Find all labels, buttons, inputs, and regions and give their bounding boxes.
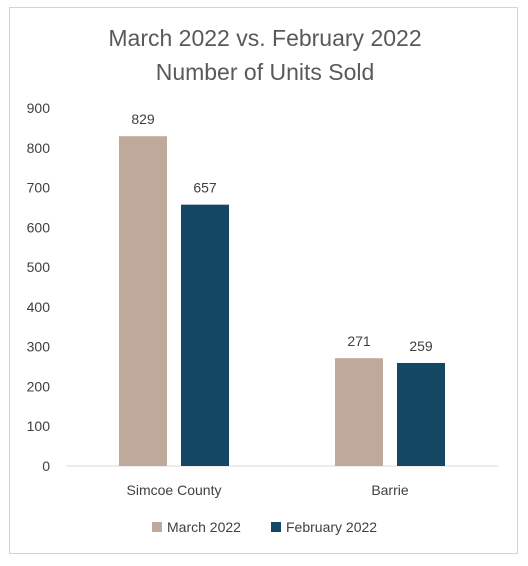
bar-february-2022-simcoe-county (181, 204, 229, 466)
x-category-label: Barrie (371, 482, 409, 498)
y-tick-label: 200 (27, 378, 51, 394)
legend: March 2022 February 2022 (152, 519, 377, 535)
category-labels: Simcoe County Barrie (127, 482, 409, 498)
y-axis: 0 100 200 300 400 500 600 700 800 900 (27, 100, 51, 474)
y-tick-label: 600 (27, 219, 51, 235)
y-tick-label: 400 (27, 299, 51, 315)
data-label: 657 (193, 180, 217, 196)
bars-group: 829 271 657 259 (119, 111, 445, 466)
chart-subtitle: Number of Units Sold (156, 59, 375, 85)
chart-title: March 2022 vs. February 2022 (108, 25, 421, 51)
legend-swatch (271, 522, 281, 532)
legend-swatch (152, 522, 162, 532)
y-tick-label: 0 (42, 458, 50, 474)
bar-march-2022-simcoe-county (119, 136, 167, 466)
y-tick-label: 100 (27, 418, 51, 434)
y-tick-label: 900 (27, 100, 51, 116)
bar-march-2022-barrie (335, 358, 383, 466)
bar-february-2022-barrie (397, 362, 445, 466)
x-category-label: Simcoe County (127, 482, 222, 498)
data-label: 271 (347, 333, 371, 349)
legend-label: March 2022 (167, 519, 241, 535)
y-tick-label: 700 (27, 180, 51, 196)
legend-label: February 2022 (286, 519, 377, 535)
y-tick-label: 800 (27, 140, 51, 156)
y-tick-label: 500 (27, 259, 51, 275)
data-label: 259 (409, 338, 433, 354)
y-tick-label: 300 (27, 339, 51, 355)
data-label: 829 (131, 111, 155, 127)
